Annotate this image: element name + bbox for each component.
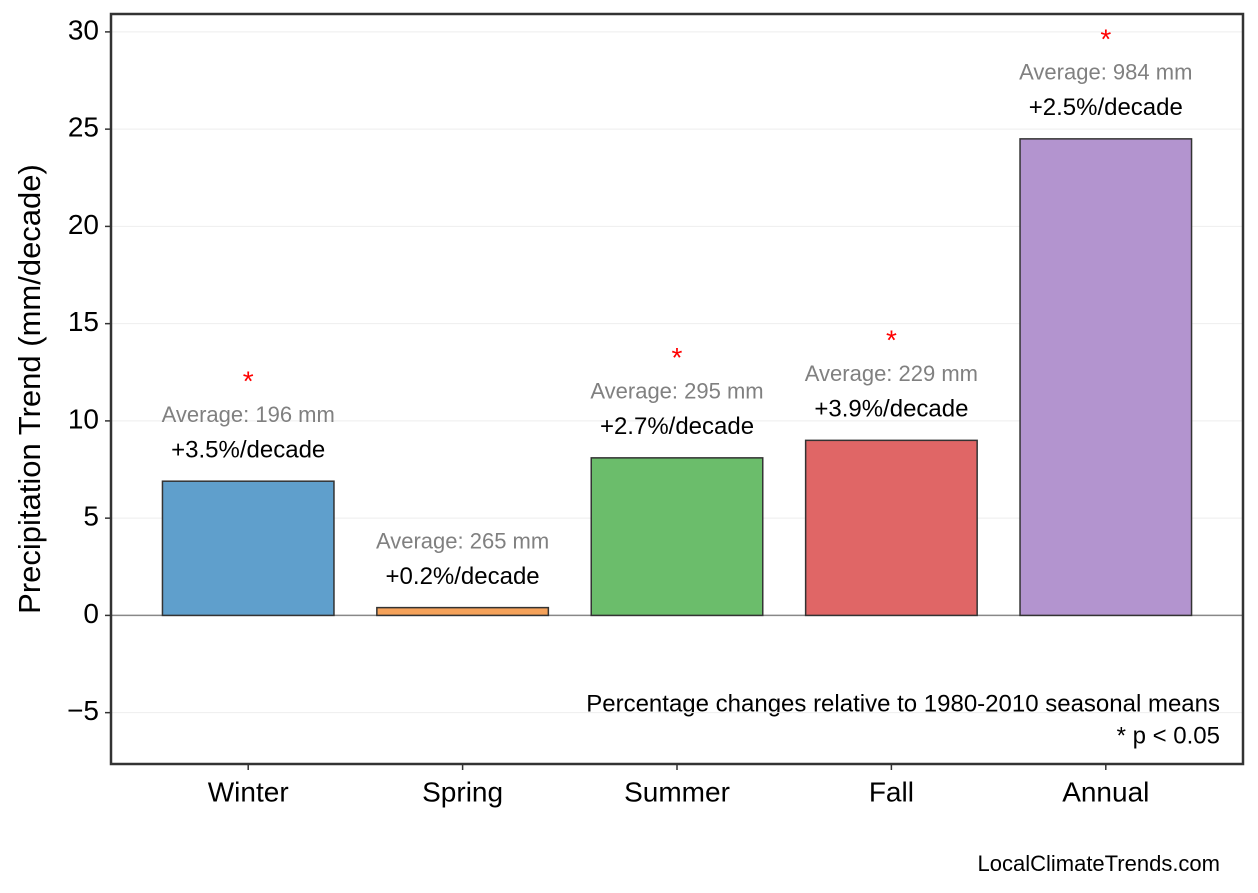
x-tick-label: Spring [422,776,503,807]
change-label: +2.5%/decade [1029,94,1183,121]
footer: LocalClimateTrends.com [978,851,1221,876]
bar [161,480,335,617]
significance-star: * [1100,23,1111,54]
y-tick-label: 15 [68,306,99,337]
significance-star: * [672,342,683,373]
change-label: +3.9%/decade [814,396,968,423]
change-label: +3.5%/decade [171,437,325,464]
y-tick-label: 10 [68,403,99,434]
y-tick-label: 25 [68,112,99,143]
annotation: Percentage changes relative to 1980-2010… [586,690,1220,717]
y-axis-label: Precipitation Trend (mm/decade) [12,164,47,614]
x-tick-label: Fall [869,776,914,807]
average-label: Average: 295 mm [590,379,763,404]
y-tick-label: −5 [67,695,99,726]
x-tick-label: Winter [208,776,289,807]
y-tick-label: 20 [68,209,99,240]
average-label: Average: 265 mm [376,528,549,553]
bar [376,606,550,617]
x-tick-label: Annual [1062,776,1149,807]
y-tick-label: 30 [68,14,99,45]
average-label: Average: 196 mm [162,402,335,427]
change-label: +2.7%/decade [600,413,754,440]
significance-star: * [886,325,897,356]
significance-star: * [243,366,254,397]
plot-frame [109,12,1245,766]
y-tick-label: 0 [83,598,99,629]
bar [590,457,764,617]
bar [1019,138,1193,617]
average-label: Average: 984 mm [1019,60,1192,85]
y-tick-label: 5 [83,501,99,532]
bar [804,439,978,617]
x-tick-label: Summer [624,776,730,807]
annotation: * p < 0.05 [1117,722,1220,749]
average-label: Average: 229 mm [805,361,978,386]
change-label: +0.2%/decade [386,563,540,590]
